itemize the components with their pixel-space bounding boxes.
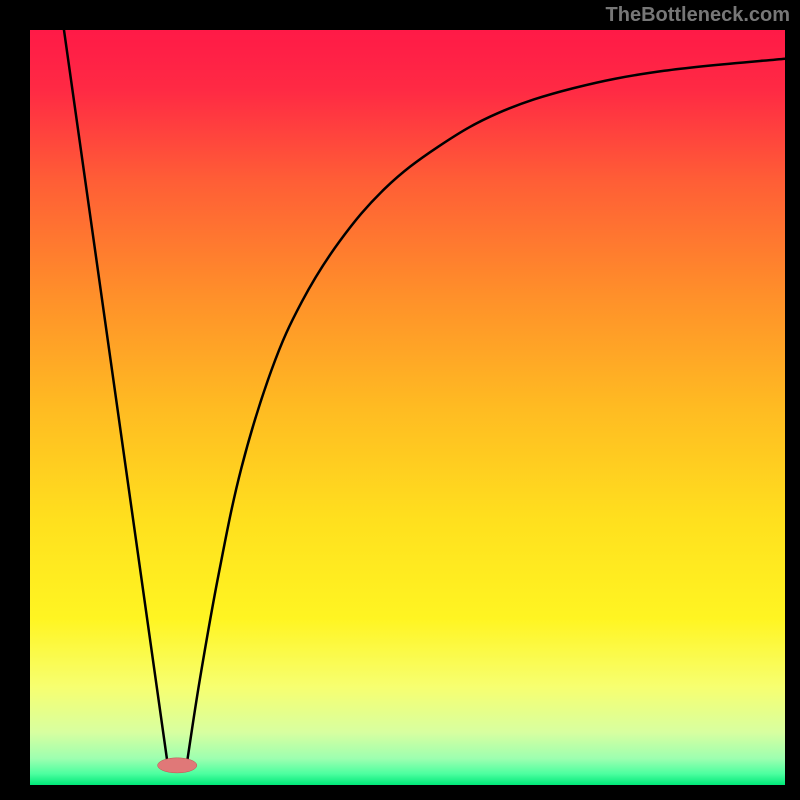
chart-svg [30,30,785,785]
watermark-text: TheBottleneck.com [606,4,790,27]
plot-area [30,30,785,785]
gradient-background [30,30,785,785]
chart-container: TheBottleneck.com [0,0,800,800]
trough-marker [158,758,197,773]
